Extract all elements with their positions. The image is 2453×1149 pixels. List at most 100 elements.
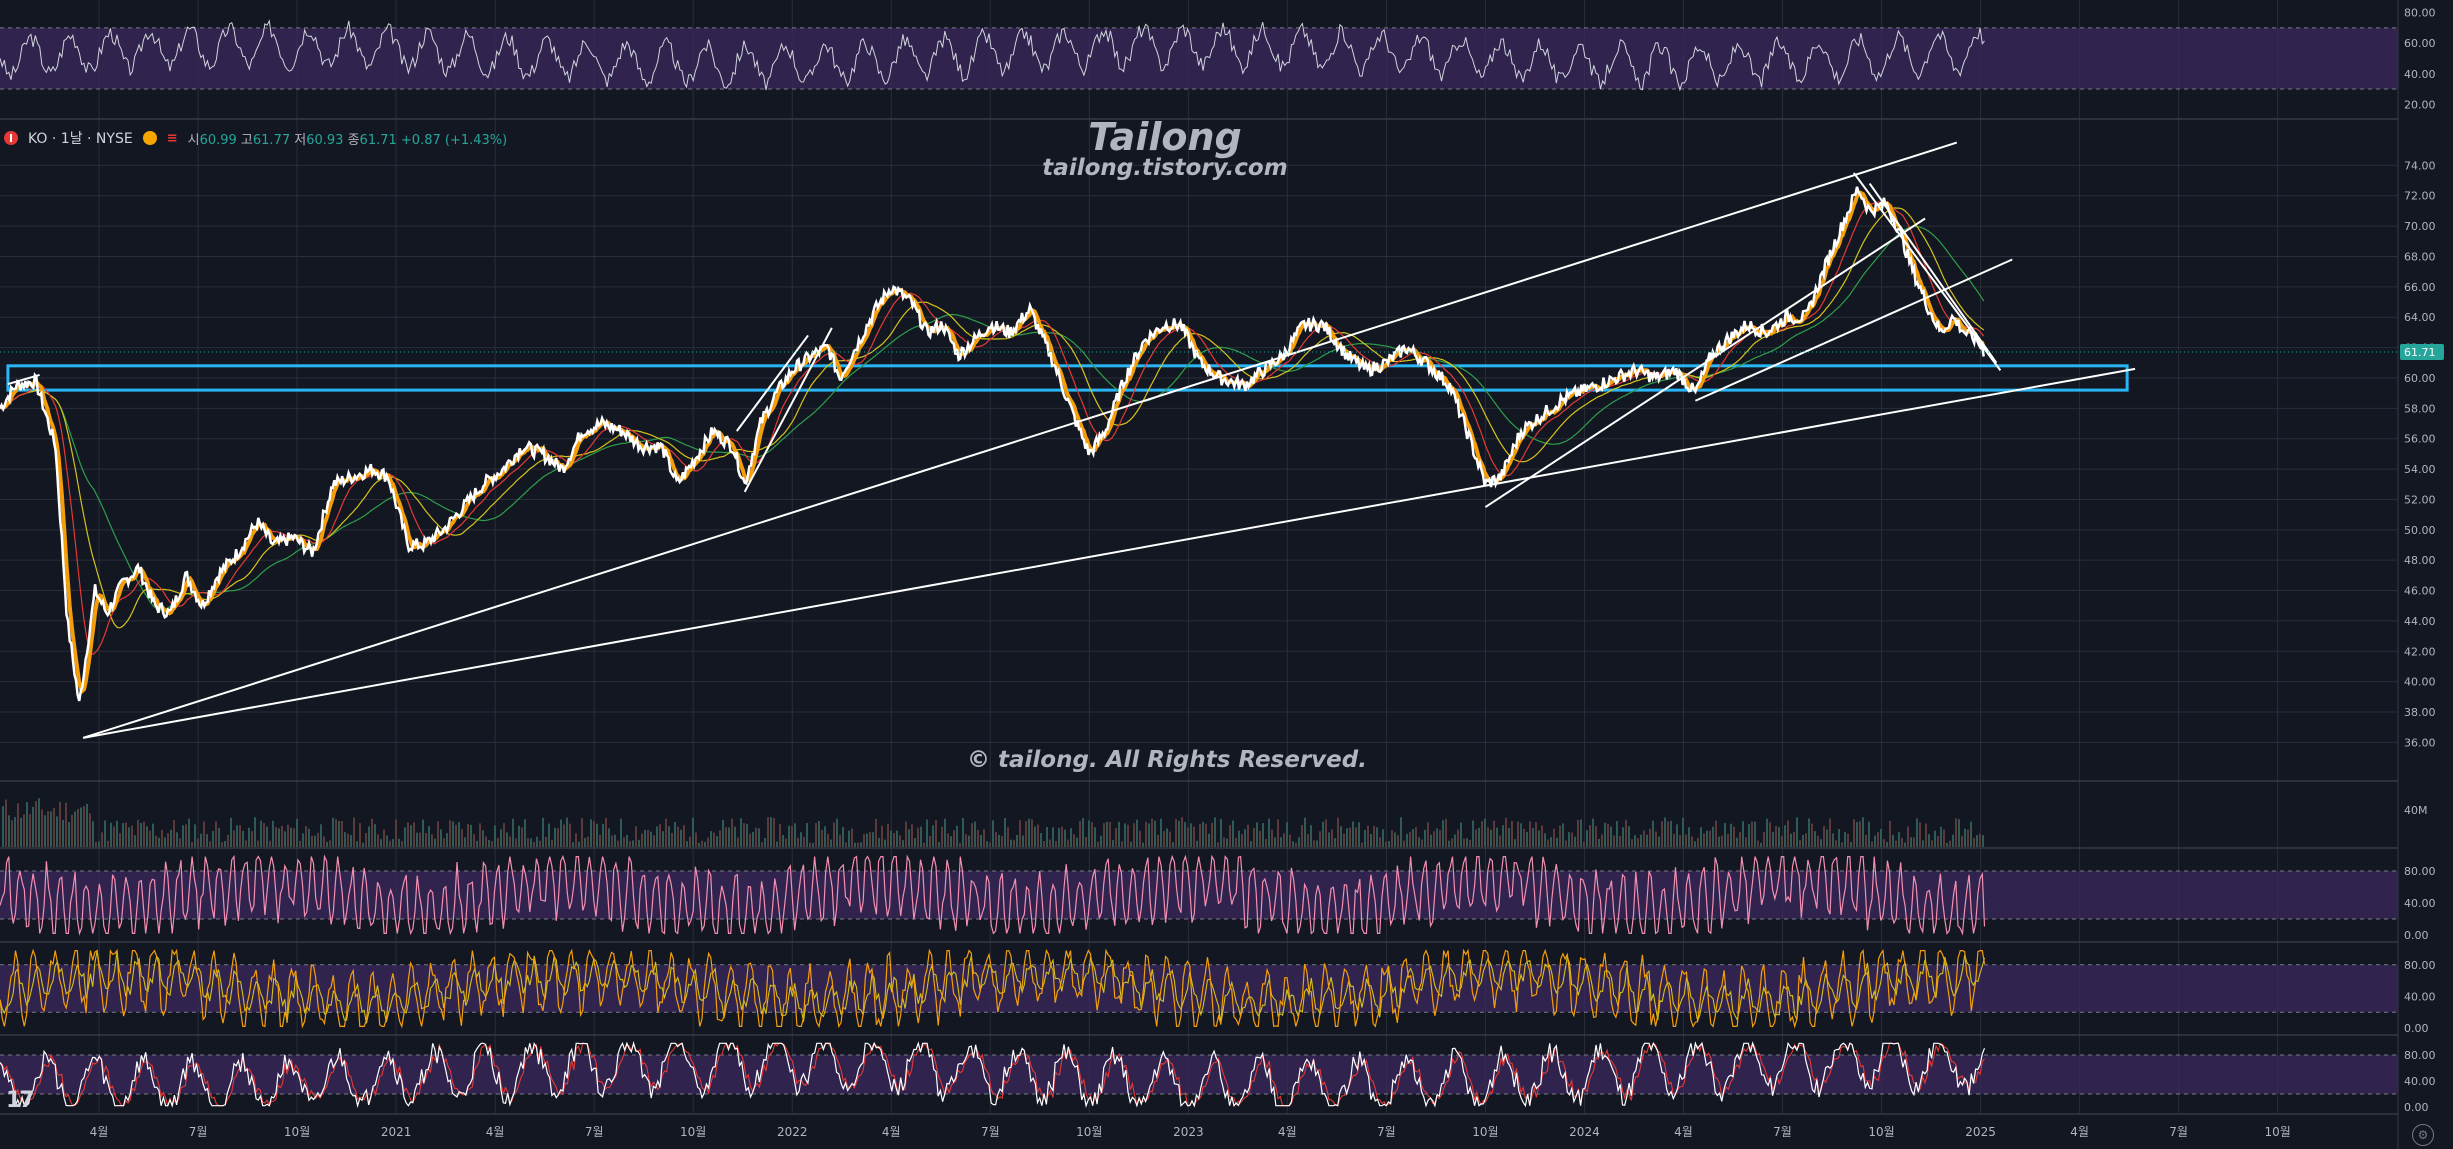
volume-bar [314, 835, 316, 847]
volume-bar [956, 825, 958, 847]
volume-bar [1967, 829, 1969, 847]
tradingview-logo-icon[interactable]: 17 [6, 1088, 35, 1113]
volume-bar [1931, 840, 1933, 847]
volume-bar [677, 826, 679, 847]
volume-bar [869, 831, 871, 847]
volume-bar [683, 825, 685, 847]
close-label: 종 [347, 132, 360, 148]
volume-bar [95, 842, 97, 847]
volume-bar [1229, 825, 1231, 847]
volume-bar [599, 834, 601, 847]
volume-bar [1418, 837, 1420, 847]
volume-bar [1208, 833, 1210, 847]
volume-bar [740, 818, 742, 847]
volume-bar [890, 830, 892, 847]
time-axis-label: 10월 [680, 1125, 706, 1139]
volume-bar [986, 841, 988, 847]
time-axis-label: 7월 [981, 1125, 1000, 1139]
volume-bar [1571, 832, 1573, 847]
volume-bar [1088, 820, 1090, 847]
price-axis-label: 74.00 [2404, 159, 2436, 172]
volume-bar [29, 814, 31, 847]
volume-bar [1472, 820, 1474, 847]
volume-bar [797, 837, 799, 847]
volume-bar [461, 829, 463, 847]
volume-bar [1427, 822, 1429, 847]
volume-bar [431, 834, 433, 847]
price-axis-label: 66.00 [2404, 281, 2436, 294]
volume-bar [1112, 840, 1114, 847]
volume-bar [1394, 832, 1396, 847]
volume-bar [98, 841, 100, 847]
time-axis-label: 7월 [1377, 1125, 1396, 1139]
volume-bar [695, 832, 697, 847]
price-line [0, 186, 1985, 702]
volume-bar [347, 833, 349, 847]
volume-bar [1874, 835, 1876, 847]
volume-bar [1775, 825, 1777, 847]
volume-bar [1352, 821, 1354, 847]
volume-bar [335, 819, 337, 847]
volume-bar [1163, 831, 1165, 847]
volume-bar [644, 829, 646, 847]
volume-bar [1100, 835, 1102, 847]
volume-bar [191, 842, 193, 847]
volume-bar [743, 823, 745, 847]
volume-bar [1451, 838, 1453, 847]
volume-bar [962, 818, 964, 847]
volume-bar [1292, 841, 1294, 847]
volume-bar [473, 834, 475, 847]
volume-bar [68, 821, 70, 847]
volume-bar [680, 829, 682, 847]
volume-bar [1127, 824, 1129, 847]
volume-bar [1358, 822, 1360, 847]
volume-bar [1505, 817, 1507, 847]
menu-icon[interactable]: ≡ [166, 130, 178, 146]
volume-bar [320, 824, 322, 847]
volume-bar [1559, 825, 1561, 847]
symbol-name[interactable]: KO · 1날 · NYSE [28, 131, 133, 147]
rsi-axis-label: 60.00 [2404, 37, 2436, 50]
symbol-legend[interactable]: KO · 1날 · NYSE ≡ 시60.99 고61.77 저60.93 종6… [4, 127, 507, 149]
volume-bar [932, 825, 934, 847]
volume-bar [11, 820, 13, 847]
stoch-axis-label: 0.00 [2404, 1022, 2429, 1035]
time-axis-label: 2021 [381, 1125, 412, 1139]
volume-bar [1547, 839, 1549, 847]
volume-bar [995, 832, 997, 847]
volume-bar [1979, 833, 1981, 847]
low-value: 60.93 [306, 132, 344, 148]
volume-bar [809, 842, 811, 847]
volume-bar [1916, 818, 1918, 847]
volume-bar [737, 837, 739, 847]
volume-bar [125, 822, 127, 847]
volume-bar [1448, 840, 1450, 847]
volume-bar [1433, 831, 1435, 847]
volume-bar [1262, 823, 1264, 847]
volume-bar [656, 826, 658, 847]
volume-bar [1508, 827, 1510, 847]
volume-bar [1904, 842, 1906, 847]
volume-bar [1805, 833, 1807, 847]
volume-bar [1166, 828, 1168, 847]
settings-gear-icon[interactable]: ⚙ [2412, 1124, 2434, 1146]
volume-bar [848, 830, 850, 847]
volume-bar [572, 842, 574, 847]
volume-bar [569, 823, 571, 847]
volume-bar [1844, 831, 1846, 847]
volume-bar [101, 832, 103, 847]
volume-bar [620, 818, 622, 847]
volume-bar [1061, 826, 1063, 847]
volume-bar [560, 819, 562, 847]
volume-bar [1280, 837, 1282, 847]
volume-bar [1574, 836, 1576, 847]
volume-bar [1442, 820, 1444, 847]
watermark-subtitle: tailong.tistory.com [1042, 155, 1288, 181]
volume-axis-label: 40M [2404, 804, 2428, 817]
volume-bar [1781, 836, 1783, 847]
time-axis-label: 10월 [1472, 1125, 1498, 1139]
stoch-band [0, 964, 2398, 1013]
volume-bar [1664, 817, 1666, 847]
rsi-line [0, 19, 1985, 92]
